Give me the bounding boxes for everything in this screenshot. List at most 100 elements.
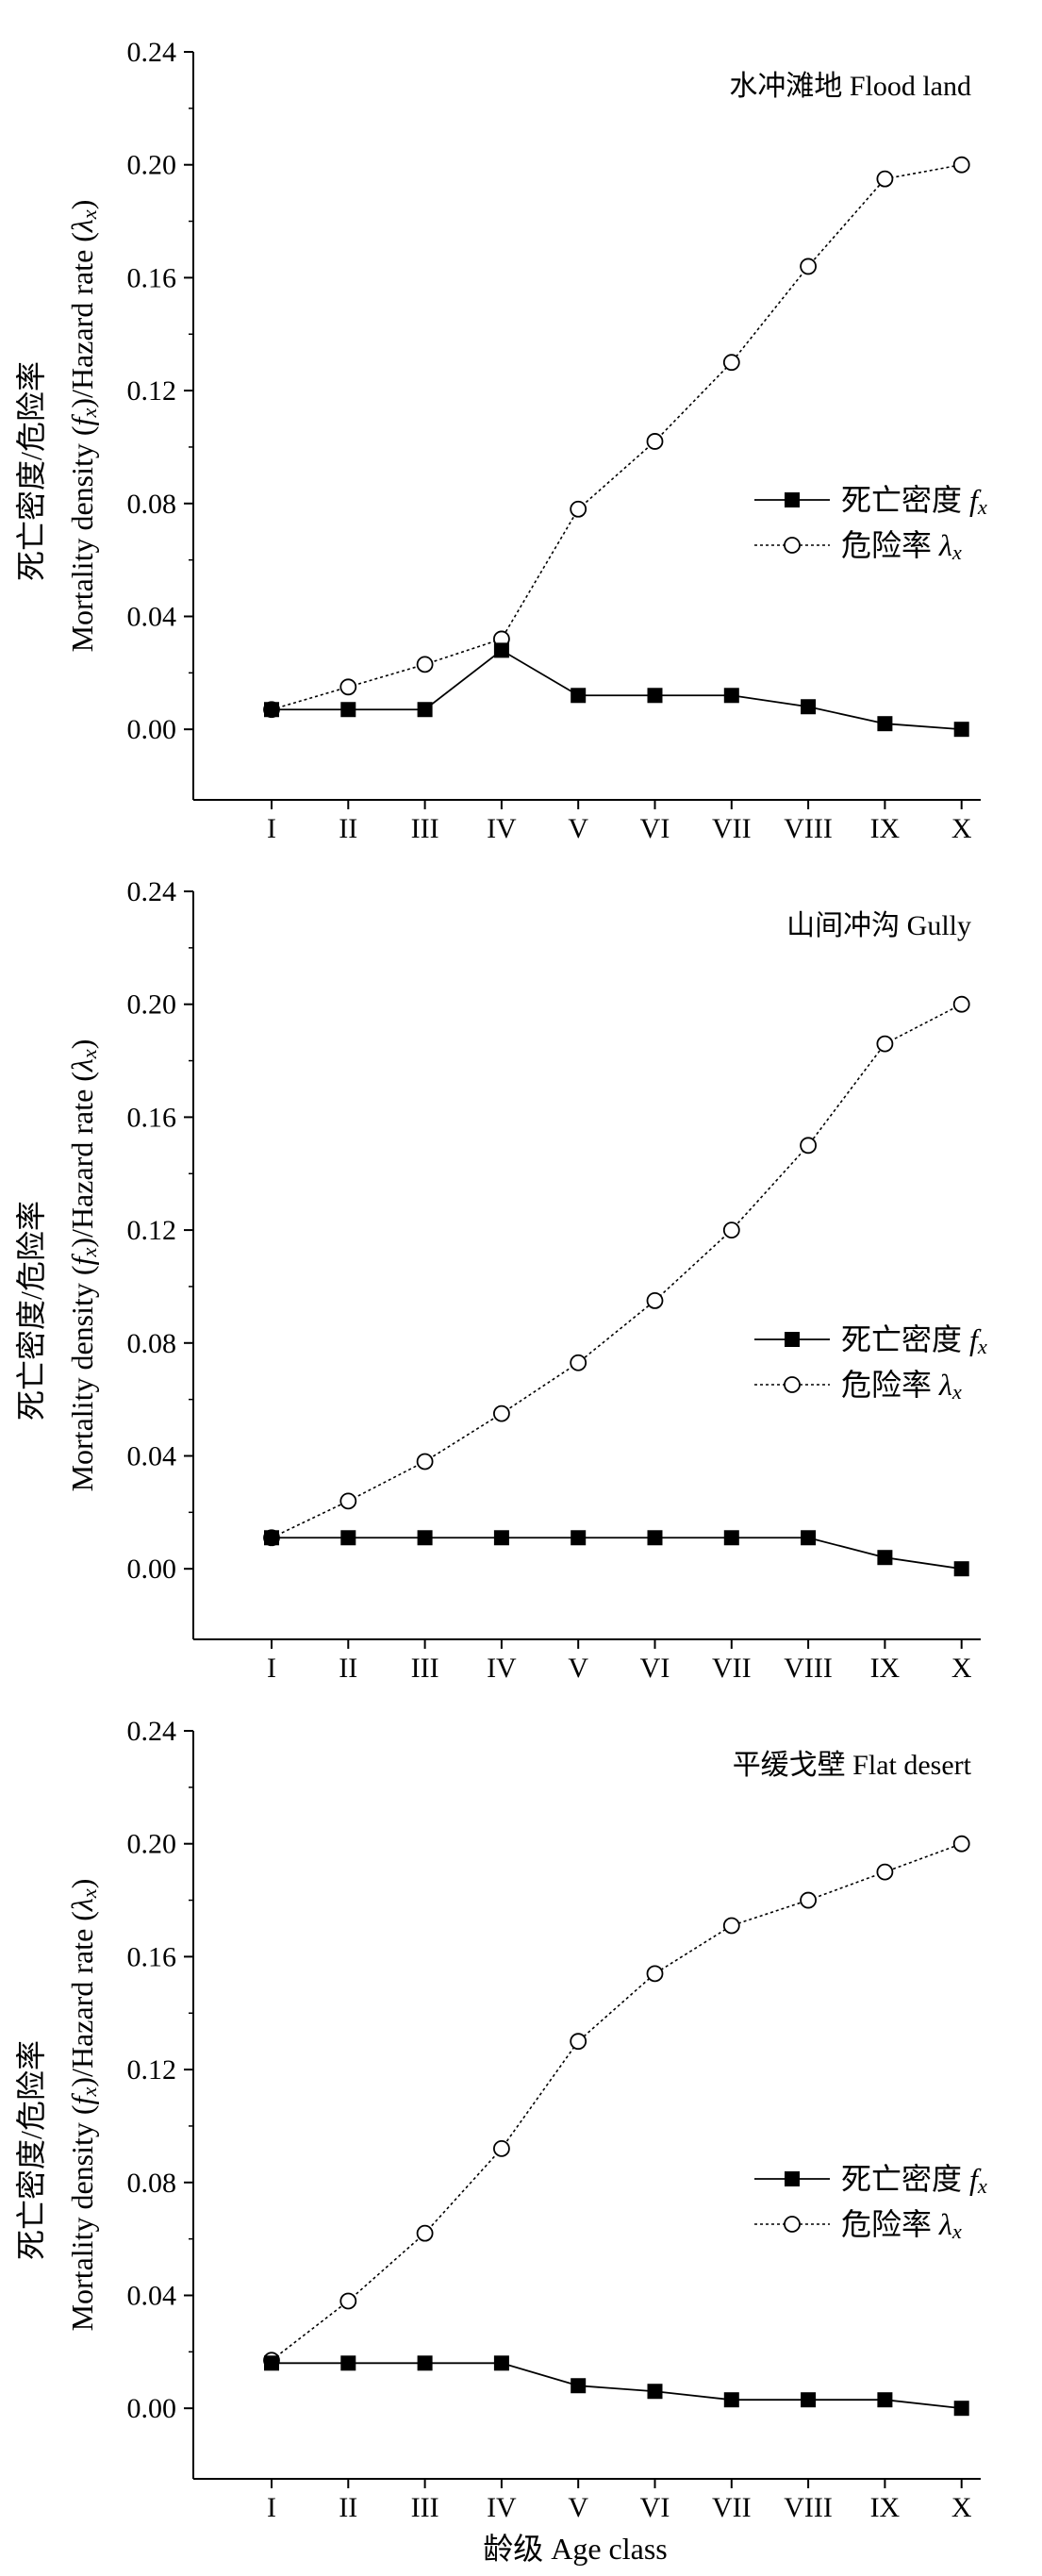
hazard-point bbox=[722, 1917, 740, 1935]
y-tick-label: 0.00 bbox=[127, 714, 177, 745]
series-line-hazard bbox=[271, 1003, 963, 1538]
y-tick-label: 0.08 bbox=[127, 1328, 177, 1359]
x-tick-label: V bbox=[568, 1653, 588, 1684]
mortality-point bbox=[953, 722, 969, 738]
x-tick-label: II bbox=[339, 813, 357, 844]
y-tick-label: 0.24 bbox=[127, 37, 177, 68]
y-tick-label: 0.08 bbox=[127, 2168, 177, 2199]
hazard-point bbox=[339, 678, 357, 696]
mortality-point bbox=[723, 1530, 739, 1546]
mortality-point bbox=[801, 699, 817, 715]
legend-label-hazard: 危险率 λx bbox=[841, 528, 962, 564]
hazard-point bbox=[339, 1492, 357, 1510]
hazard-point bbox=[570, 500, 587, 518]
x-tick-label: I bbox=[267, 813, 276, 844]
mortality-point bbox=[877, 716, 893, 732]
y-tick-label: 0.16 bbox=[127, 1102, 177, 1133]
mortality-point bbox=[340, 1530, 356, 1546]
mortality-point bbox=[417, 702, 433, 718]
y-tick-label: 0.16 bbox=[127, 262, 177, 293]
mortality-point bbox=[647, 2384, 663, 2400]
y-axis-label-cn: 死亡密度/危险率 bbox=[14, 1201, 48, 1421]
hazard-point bbox=[570, 2033, 587, 2051]
x-tick-label: X bbox=[951, 813, 972, 844]
mortality-point bbox=[493, 642, 509, 658]
y-tick-label: 0.00 bbox=[127, 2393, 177, 2424]
hazard-point bbox=[800, 258, 817, 275]
series-line-hazard bbox=[271, 1842, 962, 2361]
x-tick-label: II bbox=[339, 1653, 357, 1684]
x-tick-label: III bbox=[411, 2492, 439, 2523]
mortality-point bbox=[953, 1561, 969, 1577]
mortality-point bbox=[571, 2378, 587, 2394]
mortality-point bbox=[571, 688, 587, 704]
series-line-mortality bbox=[272, 2362, 962, 2410]
x-tick-label: VI bbox=[640, 1653, 670, 1684]
x-tick-label: VI bbox=[640, 2492, 670, 2523]
y-tick-label: 0.04 bbox=[127, 2280, 177, 2311]
legend-label-hazard: 危险率 λx bbox=[841, 2207, 962, 2243]
mortality-point bbox=[417, 2355, 433, 2371]
hazard-point bbox=[339, 2292, 357, 2310]
legend-label-mortality: 死亡密度 fx bbox=[841, 483, 987, 519]
x-tick-label: V bbox=[568, 813, 588, 844]
legend-label-mortality: 死亡密度 fx bbox=[841, 1322, 987, 1358]
y-axis-label: Mortality density (fx)/Hazard rate (λx) bbox=[65, 1039, 101, 1492]
hazard-point bbox=[570, 1354, 587, 1371]
y-tick-label: 0.08 bbox=[127, 489, 177, 520]
hazard-point bbox=[800, 1891, 817, 1909]
y-tick-label: 0.12 bbox=[127, 1215, 177, 1246]
x-tick-label: IX bbox=[870, 813, 901, 844]
x-tick-label: IV bbox=[487, 2492, 517, 2523]
y-tick-label: 0.16 bbox=[127, 1941, 177, 1972]
y-tick-label: 0.24 bbox=[127, 876, 177, 907]
series-line-hazard bbox=[271, 163, 962, 711]
x-tick-label: IV bbox=[487, 1653, 517, 1684]
x-tick-label: VI bbox=[640, 813, 670, 844]
y-axis-label-cn: 死亡密度/危险率 bbox=[14, 2040, 48, 2260]
hazard-point bbox=[493, 2139, 510, 2157]
x-tick-label: III bbox=[411, 1653, 439, 1684]
hazard-point bbox=[876, 170, 894, 188]
y-tick-label: 0.24 bbox=[127, 1716, 177, 1747]
panel-title: 平缓戈壁 Flat desert bbox=[733, 1750, 972, 1781]
mortality-point bbox=[877, 1550, 893, 1566]
mortality-point bbox=[723, 688, 739, 704]
x-tick-label: VIII bbox=[784, 813, 833, 844]
mortality-point bbox=[493, 2355, 509, 2371]
hazard-point bbox=[876, 1035, 894, 1053]
series-line-mortality bbox=[272, 649, 962, 731]
y-tick-label: 0.20 bbox=[127, 150, 177, 181]
series-line-mortality bbox=[272, 1537, 962, 1571]
hazard-point bbox=[952, 1835, 970, 1853]
y-tick-label: 0.00 bbox=[127, 1554, 177, 1585]
hazard-point bbox=[952, 995, 970, 1013]
hazard-point bbox=[646, 1965, 664, 1983]
legend-marker-mortality bbox=[785, 1332, 800, 1347]
y-tick-label: 0.20 bbox=[127, 1829, 177, 1860]
mortality-point bbox=[877, 2392, 893, 2408]
mortality-point bbox=[264, 702, 279, 718]
hazard-point bbox=[952, 156, 970, 174]
x-tick-label: VII bbox=[712, 2492, 752, 2523]
y-axis-label: Mortality density (fx)/Hazard rate (λx) bbox=[65, 200, 101, 653]
y-axis-label-cn: 死亡密度/危险率 bbox=[14, 361, 48, 581]
hazard-point bbox=[416, 656, 434, 673]
legend-label-hazard: 危险率 λx bbox=[841, 1368, 962, 1404]
x-tick-label: VII bbox=[712, 1653, 752, 1684]
hazard-point bbox=[646, 433, 664, 450]
x-axis-label: 龄级 Age class bbox=[483, 2532, 668, 2566]
x-tick-label: IX bbox=[870, 2492, 901, 2523]
mortality-point bbox=[723, 2392, 739, 2408]
legend-marker-mortality bbox=[785, 492, 800, 507]
x-tick-label: IX bbox=[870, 1653, 901, 1684]
legend-marker-hazard bbox=[784, 537, 801, 554]
x-tick-label: VIII bbox=[784, 2492, 833, 2523]
mortality-point bbox=[264, 2355, 279, 2371]
x-tick-label: VIII bbox=[784, 1653, 833, 1684]
chart-panel-1: 0.000.040.080.120.160.200.24I II III IV V VI V… bbox=[14, 37, 987, 844]
mortality-point bbox=[647, 688, 663, 704]
x-tick-label: V bbox=[568, 2492, 588, 2523]
mortality-point bbox=[801, 1530, 817, 1546]
